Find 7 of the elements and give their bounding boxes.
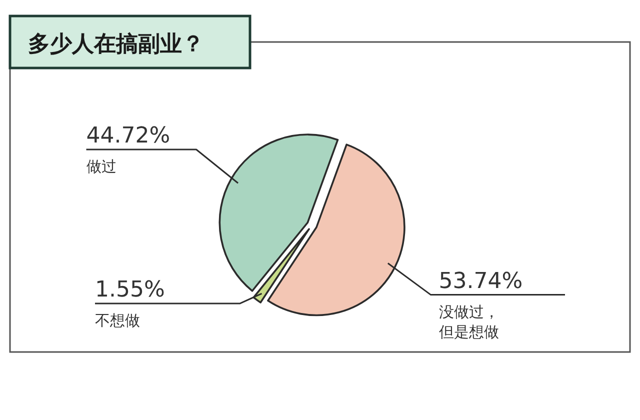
data-label: 1.55% xyxy=(95,278,165,303)
slice-label: 做过 xyxy=(86,157,116,176)
slice-label: 没做过，但是想做 xyxy=(438,302,499,341)
slice-label: 不想做 xyxy=(95,312,140,330)
data-label: 53.74% xyxy=(438,268,523,294)
data-label: 44.72% xyxy=(86,123,170,148)
chart-title: 多少人在搞副业？ xyxy=(28,32,204,57)
